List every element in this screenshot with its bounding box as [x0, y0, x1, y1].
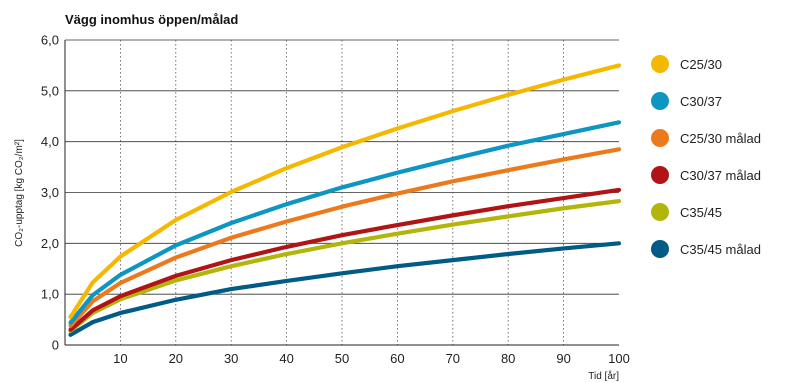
legend-label: C30/37 [680, 94, 722, 109]
x-tick-label: 30 [224, 351, 238, 366]
series-line-5 [68, 199, 622, 333]
x-axis-label: Tid [år] [588, 370, 619, 382]
legend-label: C30/37 målad [680, 168, 761, 183]
legend-swatch [651, 55, 669, 73]
y-tick-label: 3,0 [41, 185, 59, 200]
series-line-4 [68, 187, 622, 332]
legend-label: C25/30 [680, 57, 722, 72]
legend-swatch [651, 92, 669, 110]
series-line-6 [68, 241, 622, 337]
y-tick-label: 2,0 [41, 236, 59, 251]
y-tick-label: 0 [52, 338, 59, 353]
y-tick-label: 5,0 [41, 83, 59, 98]
legend-swatch [651, 129, 669, 147]
legend-swatch [651, 240, 669, 258]
chart-title: Vägg inomhus öppen/målad [65, 12, 238, 27]
x-tick-label: 40 [279, 351, 293, 366]
legend-label: C25/30 målad [680, 131, 761, 146]
x-tick-label: 80 [501, 351, 515, 366]
x-tick-label: 50 [335, 351, 349, 366]
x-tick-label: 10 [113, 351, 127, 366]
legend: C25/30 C30/37 C25/30 målad C30/37 målad C35/… [651, 55, 761, 258]
x-tick-label: 70 [446, 351, 460, 366]
y-tick-label: 4,0 [41, 134, 59, 149]
axes [64, 40, 619, 346]
series-lines [68, 63, 622, 337]
y-tick-labels: 0 1,0 2,0 3,0 4,0 5,0 6,0 [41, 33, 59, 353]
legend-swatch [651, 203, 669, 221]
series-line-1 [68, 63, 622, 320]
x-tick-label: 100 [608, 351, 630, 366]
y-tick-label: 6,0 [41, 33, 59, 48]
y-axis-label: CO₂-upptag [kg CO₂/m²] [14, 139, 25, 247]
x-tick-label: 20 [169, 351, 183, 366]
x-tick-labels: 10 20 30 40 50 60 70 80 90 100 [113, 351, 630, 366]
grid [65, 39, 619, 345]
x-tick-label: 90 [556, 351, 570, 366]
legend-swatch [651, 166, 669, 184]
legend-label: C35/45 [680, 205, 722, 220]
legend-label: C35/45 målad [680, 242, 761, 257]
y-tick-label: 1,0 [41, 287, 59, 302]
series-line-2 [68, 120, 622, 325]
x-tick-label: 60 [390, 351, 404, 366]
series-line-3 [68, 147, 622, 328]
